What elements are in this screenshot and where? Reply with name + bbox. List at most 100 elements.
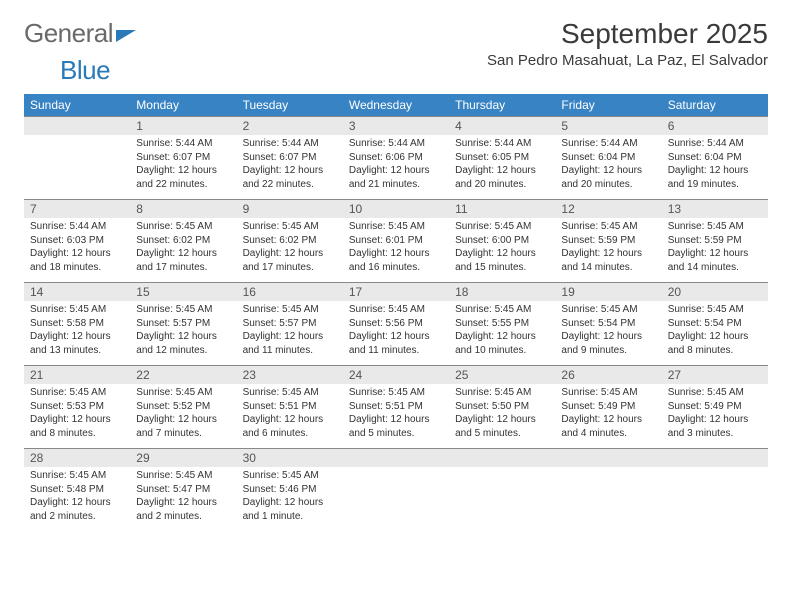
weekday-header: Saturday: [662, 94, 768, 117]
daylight-text: Daylight: 12 hours and 18 minutes.: [30, 247, 124, 274]
sunrise-text: Sunrise: 5:45 AM: [455, 386, 549, 400]
day-cell-details: Sunrise: 5:45 AMSunset: 5:54 PMDaylight:…: [662, 301, 768, 366]
weekday-header: Wednesday: [343, 94, 449, 117]
sunset-text: Sunset: 5:49 PM: [561, 400, 655, 414]
sunset-text: Sunset: 5:53 PM: [30, 400, 124, 414]
daylight-text: Daylight: 12 hours and 19 minutes.: [668, 164, 762, 191]
daylight-text: Daylight: 12 hours and 13 minutes.: [30, 330, 124, 357]
day-cell-num: 28: [24, 449, 130, 468]
daylight-text: Daylight: 12 hours and 8 minutes.: [668, 330, 762, 357]
day-cell-details: Sunrise: 5:45 AMSunset: 5:50 PMDaylight:…: [449, 384, 555, 449]
sunrise-text: Sunrise: 5:45 AM: [243, 386, 337, 400]
day-cell-details: Sunrise: 5:45 AMSunset: 6:00 PMDaylight:…: [449, 218, 555, 283]
day-cell-details: Sunrise: 5:45 AMSunset: 5:47 PMDaylight:…: [130, 467, 236, 531]
sunset-text: Sunset: 5:50 PM: [455, 400, 549, 414]
day-cell-details: Sunrise: 5:45 AMSunset: 5:59 PMDaylight:…: [555, 218, 661, 283]
day-cell-num: 23: [237, 366, 343, 385]
daylight-text: Daylight: 12 hours and 12 minutes.: [136, 330, 230, 357]
daynum-row: 14151617181920: [24, 283, 768, 302]
day-cell-details: Sunrise: 5:44 AMSunset: 6:05 PMDaylight:…: [449, 135, 555, 200]
day-number: 4: [449, 117, 555, 135]
day-number: 21: [24, 366, 130, 384]
sunset-text: Sunset: 6:06 PM: [349, 151, 443, 165]
day-number: 19: [555, 283, 661, 301]
day-cell-num: 7: [24, 200, 130, 219]
day-number: 28: [24, 449, 130, 467]
sunrise-text: Sunrise: 5:45 AM: [30, 386, 124, 400]
day-number: 30: [237, 449, 343, 467]
sunrise-text: Sunrise: 5:45 AM: [243, 469, 337, 483]
day-cell-details: Sunrise: 5:44 AMSunset: 6:06 PMDaylight:…: [343, 135, 449, 200]
sunset-text: Sunset: 6:00 PM: [455, 234, 549, 248]
day-cell-num: [555, 449, 661, 468]
day-cell-num: 24: [343, 366, 449, 385]
daynum-row: 21222324252627: [24, 366, 768, 385]
daylight-text: Daylight: 12 hours and 20 minutes.: [455, 164, 549, 191]
daylight-text: Daylight: 12 hours and 17 minutes.: [243, 247, 337, 274]
sunrise-text: Sunrise: 5:45 AM: [30, 469, 124, 483]
day-cell-num: 12: [555, 200, 661, 219]
day-number: 23: [237, 366, 343, 384]
sunrise-text: Sunrise: 5:44 AM: [455, 137, 549, 151]
day-cell-num: 29: [130, 449, 236, 468]
day-cell-details: [662, 467, 768, 531]
day-cell-details: Sunrise: 5:45 AMSunset: 6:02 PMDaylight:…: [130, 218, 236, 283]
sunrise-text: Sunrise: 5:45 AM: [455, 303, 549, 317]
sunrise-text: Sunrise: 5:44 AM: [30, 220, 124, 234]
day-cell-num: 11: [449, 200, 555, 219]
day-number: 14: [24, 283, 130, 301]
daylight-text: Daylight: 12 hours and 1 minute.: [243, 496, 337, 523]
day-cell-num: 9: [237, 200, 343, 219]
day-cell-details: Sunrise: 5:44 AMSunset: 6:07 PMDaylight:…: [237, 135, 343, 200]
daylight-text: Daylight: 12 hours and 22 minutes.: [243, 164, 337, 191]
weekday-header: Tuesday: [237, 94, 343, 117]
sunset-text: Sunset: 5:49 PM: [668, 400, 762, 414]
day-cell-details: Sunrise: 5:45 AMSunset: 5:53 PMDaylight:…: [24, 384, 130, 449]
day-cell-num: 1: [130, 117, 236, 136]
sunset-text: Sunset: 5:47 PM: [136, 483, 230, 497]
sunrise-text: Sunrise: 5:45 AM: [668, 220, 762, 234]
sunset-text: Sunset: 5:57 PM: [243, 317, 337, 331]
day-number: 10: [343, 200, 449, 218]
details-row: Sunrise: 5:44 AMSunset: 6:03 PMDaylight:…: [24, 218, 768, 283]
day-cell-details: [449, 467, 555, 531]
daylight-text: Daylight: 12 hours and 2 minutes.: [136, 496, 230, 523]
sunset-text: Sunset: 5:54 PM: [668, 317, 762, 331]
day-cell-details: Sunrise: 5:45 AMSunset: 5:59 PMDaylight:…: [662, 218, 768, 283]
daynum-row: 123456: [24, 117, 768, 136]
day-number: [24, 117, 130, 121]
daylight-text: Daylight: 12 hours and 9 minutes.: [561, 330, 655, 357]
daylight-text: Daylight: 12 hours and 10 minutes.: [455, 330, 549, 357]
sunset-text: Sunset: 6:02 PM: [243, 234, 337, 248]
sunrise-text: Sunrise: 5:45 AM: [30, 303, 124, 317]
calendar-table: Sunday Monday Tuesday Wednesday Thursday…: [24, 94, 768, 531]
sunset-text: Sunset: 5:57 PM: [136, 317, 230, 331]
day-number: 8: [130, 200, 236, 218]
sunrise-text: Sunrise: 5:45 AM: [136, 220, 230, 234]
day-cell-num: 21: [24, 366, 130, 385]
day-number: 26: [555, 366, 661, 384]
sunrise-text: Sunrise: 5:44 AM: [243, 137, 337, 151]
sunrise-text: Sunrise: 5:45 AM: [349, 220, 443, 234]
day-number: 20: [662, 283, 768, 301]
sunset-text: Sunset: 6:04 PM: [668, 151, 762, 165]
day-cell-num: 6: [662, 117, 768, 136]
sunrise-text: Sunrise: 5:45 AM: [136, 386, 230, 400]
title-block: September 2025 San Pedro Masahuat, La Pa…: [487, 18, 768, 69]
day-cell-details: Sunrise: 5:45 AMSunset: 6:01 PMDaylight:…: [343, 218, 449, 283]
day-cell-details: Sunrise: 5:45 AMSunset: 5:56 PMDaylight:…: [343, 301, 449, 366]
day-cell-details: Sunrise: 5:45 AMSunset: 5:57 PMDaylight:…: [237, 301, 343, 366]
daylight-text: Daylight: 12 hours and 15 minutes.: [455, 247, 549, 274]
sunrise-text: Sunrise: 5:45 AM: [349, 303, 443, 317]
daylight-text: Daylight: 12 hours and 4 minutes.: [561, 413, 655, 440]
day-number: [343, 449, 449, 453]
day-cell-num: [343, 449, 449, 468]
daylight-text: Daylight: 12 hours and 5 minutes.: [455, 413, 549, 440]
location-text: San Pedro Masahuat, La Paz, El Salvador: [487, 52, 768, 69]
daylight-text: Daylight: 12 hours and 6 minutes.: [243, 413, 337, 440]
day-number: 11: [449, 200, 555, 218]
calendar-head: Sunday Monday Tuesday Wednesday Thursday…: [24, 94, 768, 117]
day-number: 16: [237, 283, 343, 301]
day-cell-details: Sunrise: 5:45 AMSunset: 5:51 PMDaylight:…: [343, 384, 449, 449]
sunset-text: Sunset: 5:51 PM: [243, 400, 337, 414]
